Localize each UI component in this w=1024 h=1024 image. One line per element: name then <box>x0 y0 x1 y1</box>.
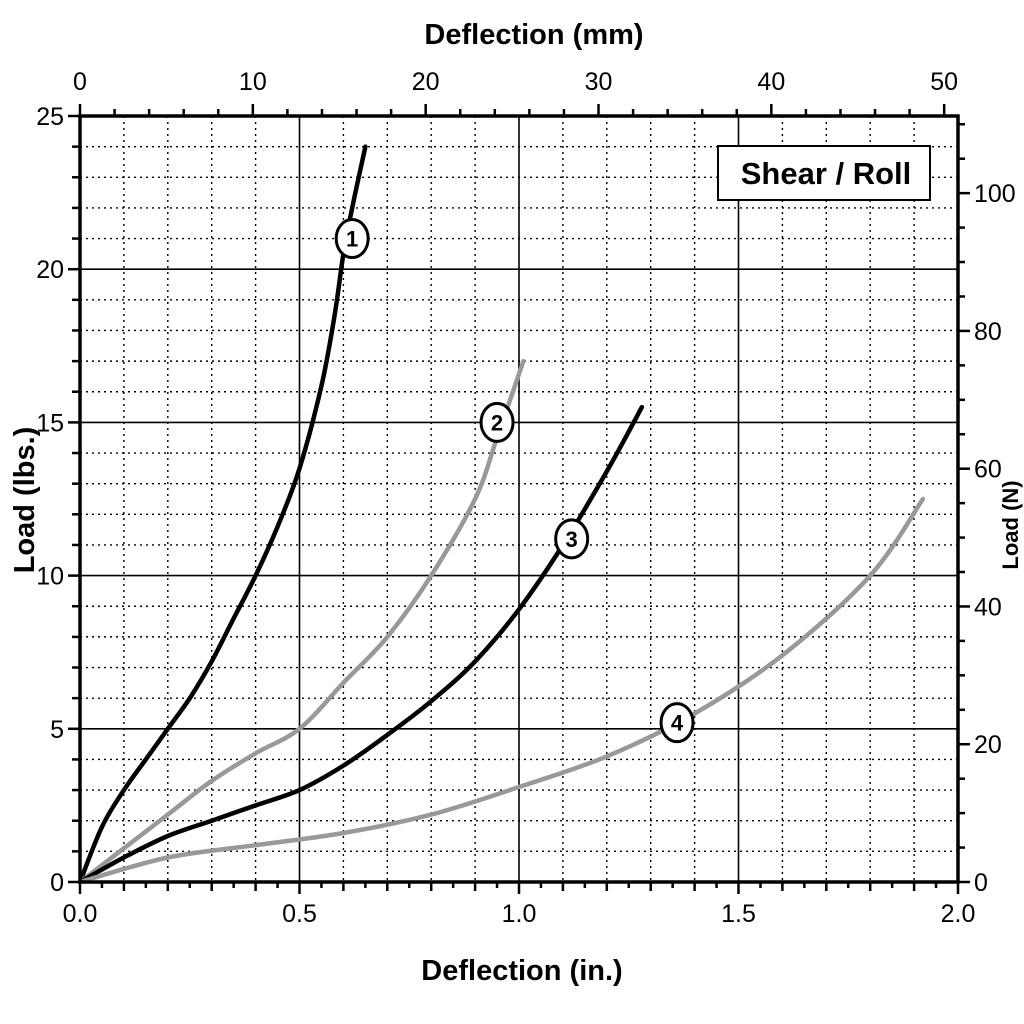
title-box: Shear / Roll <box>717 145 931 201</box>
series-line-3 <box>77 404 645 885</box>
y-tick-label: 20 <box>36 256 64 284</box>
x-tick-label: 2.0 <box>941 900 976 928</box>
y2-tick-label: 20 <box>974 731 1002 759</box>
x2-tick-label: 10 <box>239 68 267 96</box>
y2-tick-label: 100 <box>974 180 1016 208</box>
axis-ticks <box>68 104 970 894</box>
y2-axis-title: Load (N) <box>998 480 1023 569</box>
series-line-2 <box>77 358 526 885</box>
x2-tick-label: 50 <box>930 68 958 96</box>
y-axis-title: Load (lbs.) <box>9 427 41 574</box>
y2-tick-label: 80 <box>974 318 1002 346</box>
callout-circle-2 <box>479 401 515 443</box>
y-tick-label: 25 <box>36 103 64 131</box>
y2-tick-label: 60 <box>974 456 1002 484</box>
x2-tick-label: 40 <box>757 68 785 96</box>
callout-label-3: 3 <box>566 527 578 552</box>
callout-circle-3 <box>554 518 590 560</box>
callout-circle-1 <box>334 218 370 260</box>
x-tick-label: 1.0 <box>502 900 537 928</box>
series-line-1 <box>77 144 368 885</box>
x-tick-label: 1.5 <box>721 900 756 928</box>
y-tick-label: 10 <box>36 563 64 591</box>
tick-labels: 0.0 0.5 1.0 1.5 2.0 0 5 10 15 20 25 0 10 20 30 40 50 0 20 4… <box>36 68 1016 928</box>
x2-tick-label: 20 <box>412 68 440 96</box>
callout-circle-4 <box>659 702 695 744</box>
callout-label-2: 2 <box>491 410 503 435</box>
y2-tick-label: 40 <box>974 593 1002 621</box>
callout-label-4: 4 <box>671 711 684 736</box>
x2-axis-title: Deflection (mm) <box>424 19 643 51</box>
x-tick-label: 0.0 <box>63 900 98 928</box>
x-tick-label: 0.5 <box>282 900 317 928</box>
series-line-4 <box>77 496 926 885</box>
x2-tick-label: 0 <box>73 68 87 96</box>
curve-callouts: 1 2 3 4 <box>334 218 695 744</box>
y-tick-label: 5 <box>50 716 64 744</box>
callout-label-1: 1 <box>346 227 358 252</box>
chart-title: Shear / Roll <box>741 156 912 191</box>
y-tick-label: 0 <box>50 869 64 897</box>
y2-tick-label: 0 <box>974 869 988 897</box>
x2-tick-label: 30 <box>585 68 613 96</box>
major-grid <box>80 116 958 882</box>
y-tick-label: 15 <box>36 409 64 437</box>
x-axis-title: Deflection (in.) <box>421 955 622 987</box>
